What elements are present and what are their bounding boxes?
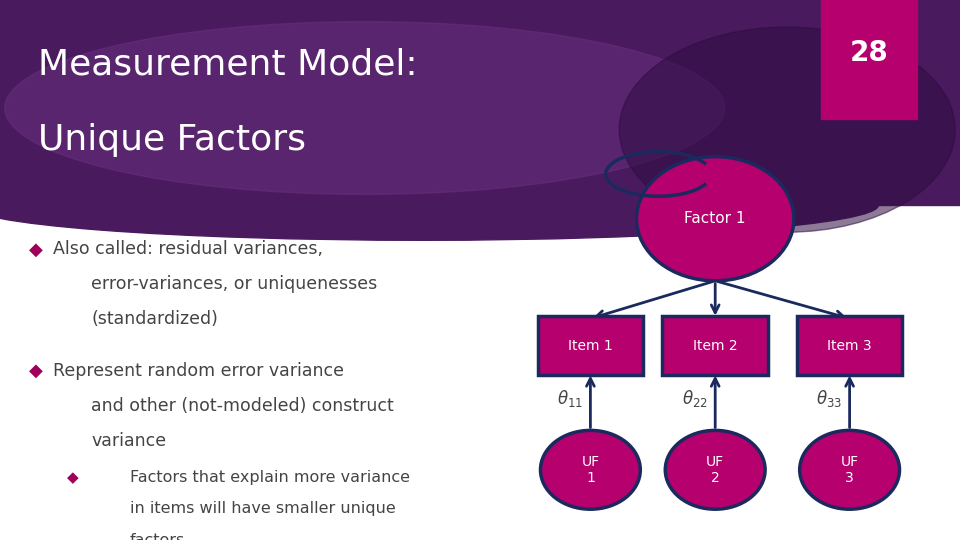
Text: ◆: ◆ [29,240,42,258]
Bar [0,0,960,205]
FancyBboxPatch shape [538,316,643,375]
Text: Also called: residual variances,: Also called: residual variances, [53,240,323,258]
Ellipse shape [5,22,725,194]
Text: 28: 28 [850,39,888,68]
Text: Factor 1: Factor 1 [684,211,746,226]
Ellipse shape [636,157,794,281]
Bar [821,0,917,119]
Text: $\theta_{11}$: $\theta_{11}$ [557,388,583,409]
Text: Unique Factors: Unique Factors [38,124,306,157]
Text: factors: factors [130,533,185,540]
Text: Measurement Model:: Measurement Model: [38,48,418,82]
Text: Item 1: Item 1 [568,339,612,353]
Text: $\theta_{22}$: $\theta_{22}$ [682,388,708,409]
Text: Factors that explain more variance: Factors that explain more variance [130,470,410,485]
Ellipse shape [540,430,640,509]
Text: and other (not-modeled) construct: and other (not-modeled) construct [91,397,394,415]
Ellipse shape [800,430,900,509]
Text: UF
3: UF 3 [841,455,858,485]
Text: Item 3: Item 3 [828,339,872,353]
Ellipse shape [0,170,878,240]
Text: UF
2: UF 2 [707,455,724,485]
Text: in items will have smaller unique: in items will have smaller unique [130,501,396,516]
Ellipse shape [619,27,955,232]
Text: ◆: ◆ [67,470,79,485]
Text: $\theta_{33}$: $\theta_{33}$ [816,388,842,409]
Text: Represent random error variance: Represent random error variance [53,362,344,380]
Ellipse shape [665,430,765,509]
Text: error-variances, or uniquenesses: error-variances, or uniquenesses [91,275,377,293]
Text: UF
1: UF 1 [582,455,599,485]
Text: (standardized): (standardized) [91,310,218,328]
FancyBboxPatch shape [797,316,902,375]
Text: Item 2: Item 2 [693,339,737,353]
Text: variance: variance [91,432,166,450]
FancyBboxPatch shape [662,316,768,375]
Text: ◆: ◆ [29,362,42,380]
